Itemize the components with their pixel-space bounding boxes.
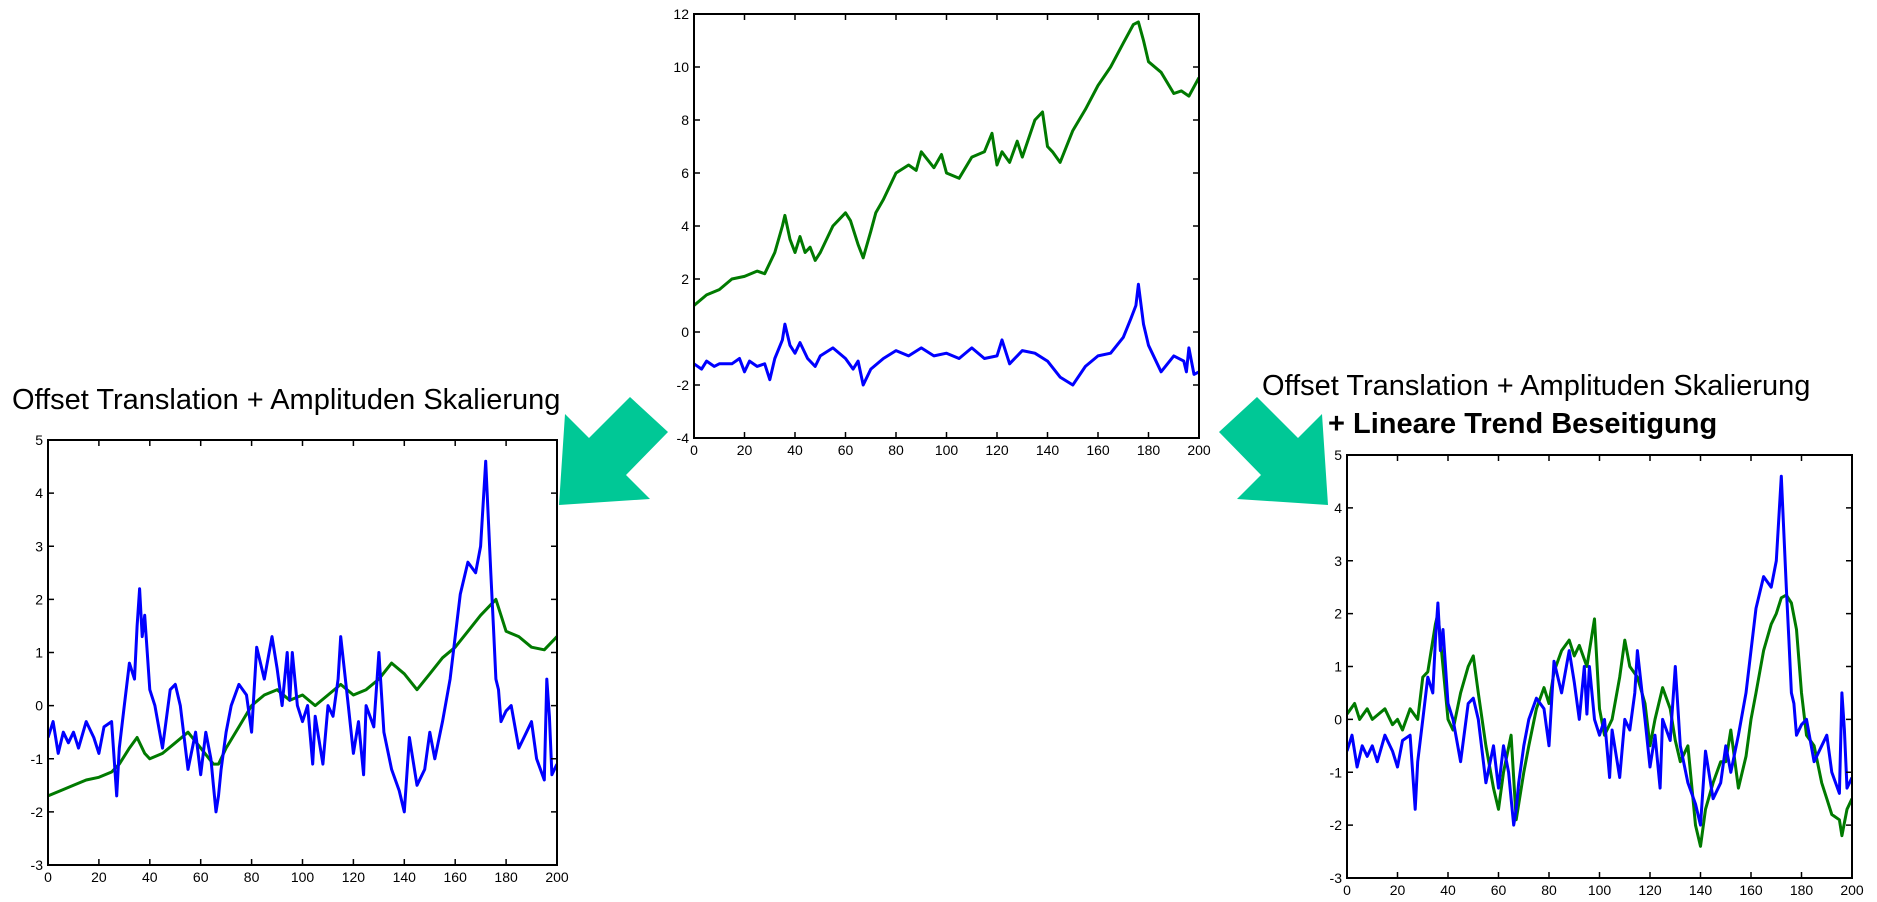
y-tick-label: 5: [35, 432, 43, 448]
x-tick-label: 200: [1187, 442, 1211, 458]
y-tick-label: -3: [31, 857, 44, 873]
plot-frame: [47, 439, 558, 866]
x-tick-label: 100: [291, 869, 315, 885]
x-tick-label: 160: [444, 869, 468, 885]
y-tick-label: 0: [35, 698, 43, 714]
x-tick-label: 40: [787, 442, 803, 458]
y-tick-label: 0: [1334, 711, 1342, 727]
x-tick-label: 140: [1689, 882, 1713, 898]
x-tick-label: 40: [1440, 882, 1456, 898]
y-tick-label: 6: [681, 165, 689, 181]
y-tick-label: 4: [35, 485, 43, 501]
x-tick-label: 80: [888, 442, 904, 458]
x-tick-label: 0: [44, 869, 52, 885]
y-tick-label: 1: [35, 645, 43, 661]
x-tick-label: 120: [985, 442, 1009, 458]
caption-right-line1: Offset Translation + Amplituden Skalieru…: [1262, 370, 1810, 402]
chart-bottom-left: 0 20 40 60 80 100 120 140 160 180 200 -3 -2 -1 0 1 2 3 4 5: [31, 432, 569, 885]
x-tick-label: 20: [737, 442, 753, 458]
caption-left: Offset Translation + Amplituden Skalieru…: [12, 384, 560, 416]
series-line-blue: [694, 282, 1199, 387]
caption-right-line2: + Lineare Trend Beseitigung: [1328, 408, 1717, 440]
y-tick-label: 8: [681, 112, 689, 128]
series-line-blue: [48, 459, 557, 814]
x-tick-label: 200: [1840, 882, 1864, 898]
arrow-down-right-shape: [1219, 397, 1328, 505]
x-tick-label: 140: [1036, 442, 1060, 458]
y-tick-label: 2: [681, 271, 689, 287]
series-line-blue: [1347, 474, 1852, 827]
y-tick-label: 10: [673, 59, 689, 75]
y-tick-label: 12: [673, 6, 689, 22]
x-tick-label: 100: [1588, 882, 1612, 898]
x-tick-label: 180: [1790, 882, 1814, 898]
y-tick-label: -4: [677, 430, 690, 446]
x-tick-label: 120: [1638, 882, 1662, 898]
x-tick-label: 180: [1137, 442, 1161, 458]
x-tick-label: 140: [393, 869, 417, 885]
y-tick-label: -3: [1330, 870, 1343, 886]
arrow-down-left-shape: [559, 397, 668, 505]
x-tick-label: 120: [342, 869, 366, 885]
y-tick-label: 2: [35, 591, 43, 607]
y-tick-label: -2: [677, 377, 690, 393]
y-tick-label: -1: [31, 751, 44, 767]
x-tick-label: 40: [142, 869, 158, 885]
x-tick-label: 20: [91, 869, 107, 885]
x-tick-label: 160: [1739, 882, 1763, 898]
x-tick-label: 180: [494, 869, 518, 885]
y-tick-label: 3: [1334, 553, 1342, 569]
y-tick-label: -2: [31, 804, 44, 820]
chart-bottom-right: 0 20 40 60 80 100 120 140 160 180 200 -3 -2 -1 0 1 2 3 4 5: [1330, 447, 1864, 898]
x-tick-label: 0: [690, 442, 698, 458]
chart-top: 0 20 40 60 80 100 120 140 160 180 200 -4 -2 0 2 4 6 8 10 12: [673, 6, 1210, 458]
x-tick-label: 60: [193, 869, 209, 885]
y-tick-label: 4: [1334, 500, 1342, 516]
series-line-green: [694, 20, 1199, 307]
y-tick-label: 2: [1334, 606, 1342, 622]
x-tick-label: 60: [1491, 882, 1507, 898]
x-tick-label: 160: [1086, 442, 1110, 458]
x-tick-label: 0: [1343, 882, 1351, 898]
x-tick-label: 80: [1541, 882, 1557, 898]
y-tick-label: 0: [681, 324, 689, 340]
y-tick-label: 1: [1334, 659, 1342, 675]
plot-frame: [1346, 454, 1853, 879]
x-tick-label: 20: [1390, 882, 1406, 898]
y-tick-label: -1: [1330, 764, 1343, 780]
x-tick-label: 200: [545, 869, 569, 885]
y-tick-label: 3: [35, 538, 43, 554]
y-tick-label: 4: [681, 218, 689, 234]
x-tick-label: 60: [838, 442, 854, 458]
x-tick-label: 100: [935, 442, 959, 458]
arrow-down-left-icon: [559, 397, 668, 505]
y-tick-label: 5: [1334, 447, 1342, 463]
x-tick-label: 80: [244, 869, 260, 885]
y-tick-label: -2: [1330, 817, 1343, 833]
arrow-down-right-icon: [1219, 397, 1328, 505]
